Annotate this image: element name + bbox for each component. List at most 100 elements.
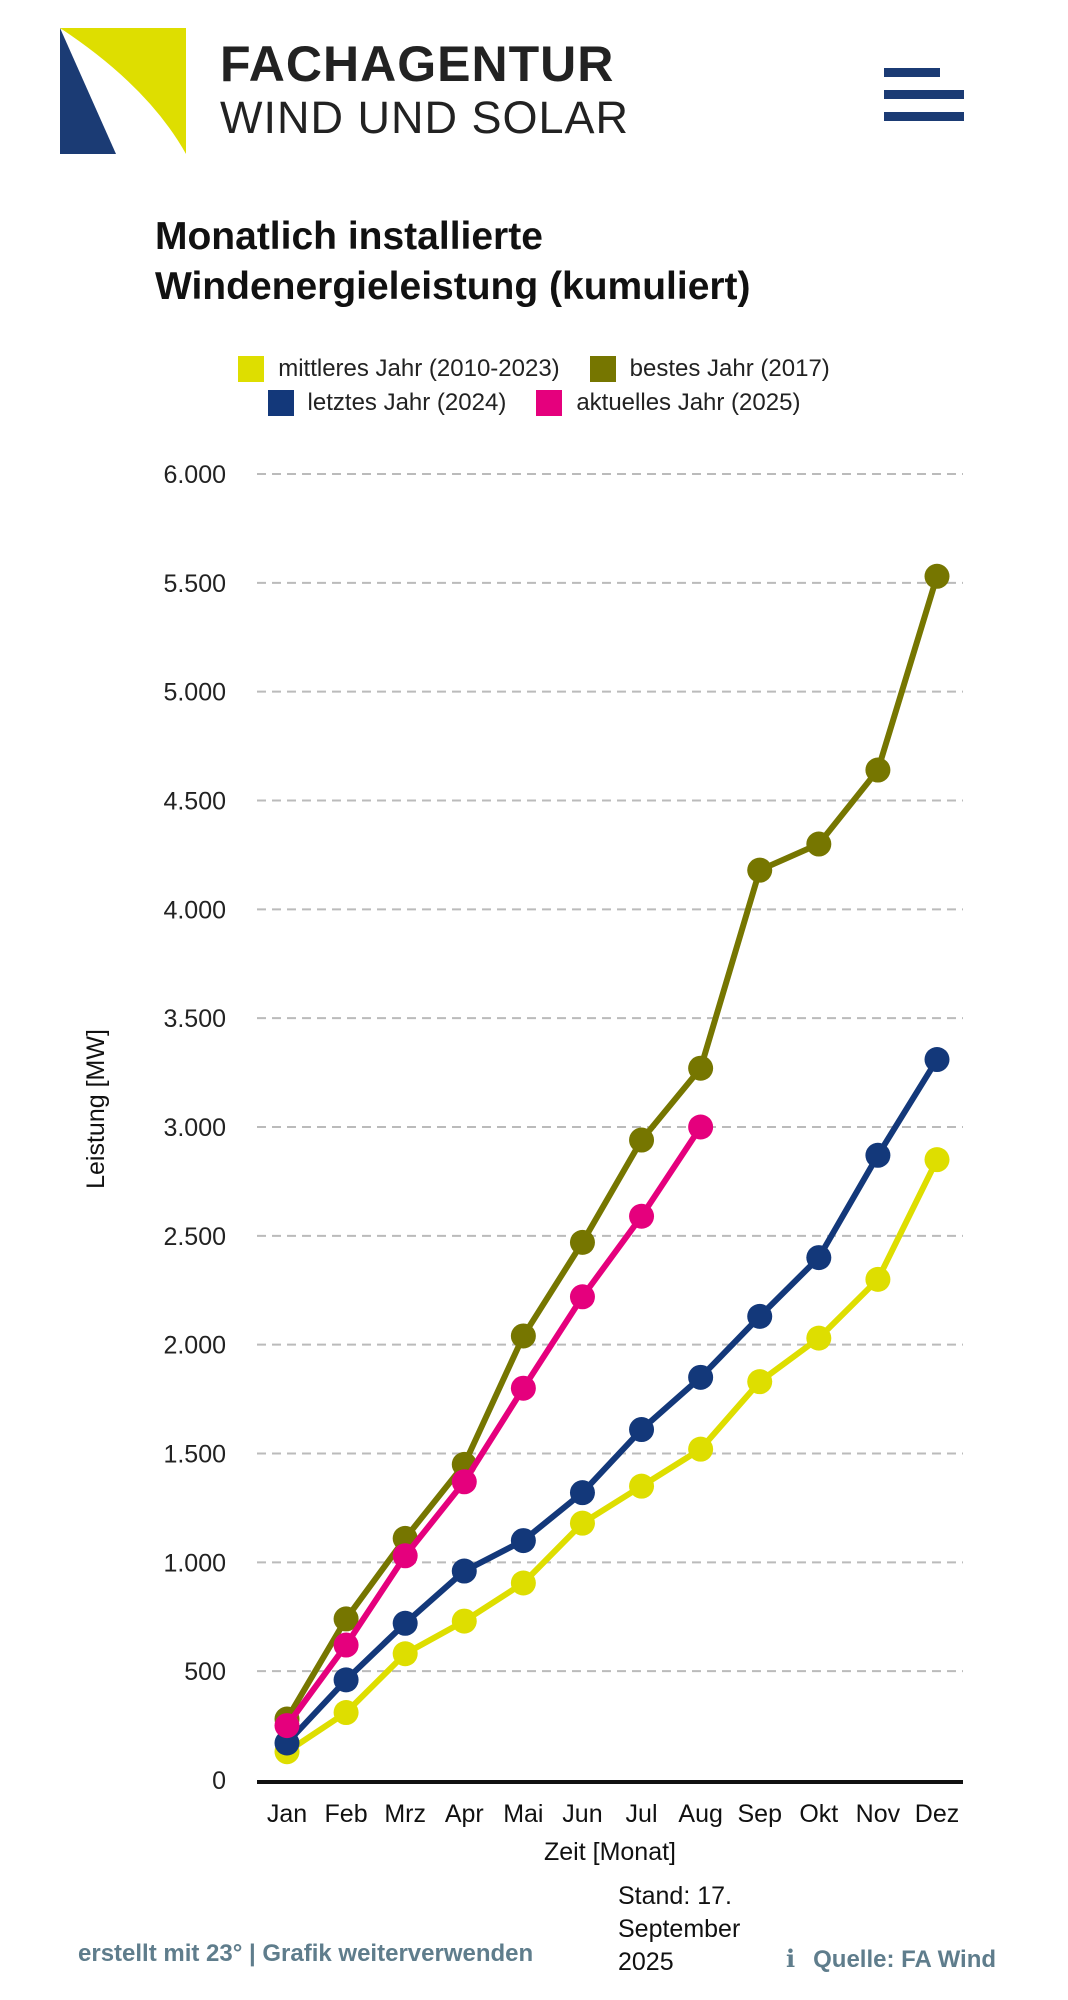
y-tick-label: 500	[184, 1658, 226, 1686]
data-point-letztes	[451, 1558, 477, 1584]
stand-line: September	[618, 1915, 741, 1943]
data-point-letztes	[569, 1480, 595, 1506]
x-tick-label: Jan	[267, 1800, 307, 1828]
y-tick-label: 2.000	[163, 1332, 226, 1360]
line-chart: 0 500 1.000 1.500 2.000 2.500 3.000 3.500 4.000 4…	[82, 461, 963, 1866]
data-point-mittleres	[510, 1570, 536, 1596]
data-point-mittleres	[333, 1700, 359, 1726]
series-line-aktuell	[284, 1125, 704, 1728]
data-point-aktuell	[510, 1375, 536, 1401]
stand-line: Stand: 17.	[618, 1882, 732, 1910]
data-point-aktuell	[274, 1713, 300, 1739]
x-tick-label: Sep	[737, 1800, 781, 1828]
data-point-mittleres	[569, 1510, 595, 1536]
legend-label: letztes Jahr (2024)	[307, 389, 507, 416]
data-point-bestes	[333, 1606, 359, 1632]
series-line-mittleres	[285, 1158, 940, 1755]
legend-item-mittleres[interactable]: mittleres Jahr (2010-2023)	[238, 355, 560, 383]
chart-title: Monatlich installierte Windenergieleistu…	[155, 212, 751, 312]
data-point-bestes	[865, 757, 891, 783]
data-point-mittleres	[451, 1608, 477, 1634]
data-point-letztes	[806, 1245, 832, 1271]
y-tick-label: 5.500	[163, 570, 226, 598]
legend-swatch	[238, 356, 265, 382]
data-point-aktuell	[451, 1469, 477, 1495]
data-point-aktuell	[688, 1114, 714, 1140]
data-point-mittleres	[806, 1325, 832, 1351]
data-point-aktuell	[569, 1284, 595, 1310]
data-point-bestes	[688, 1055, 714, 1081]
data-point-mittleres	[629, 1473, 655, 1499]
data-point-bestes	[806, 831, 832, 857]
source[interactable]: i Quelle: FA Wind	[786, 1944, 1016, 1974]
data-point-mittleres	[865, 1266, 891, 1292]
brand-line2: WIND UND SOLAR	[220, 92, 630, 143]
legend-label: bestes Jahr (2017)	[629, 355, 830, 382]
chart-title-line2: Windenergieleistung (kumuliert)	[155, 265, 751, 308]
data-point-letztes	[747, 1303, 773, 1329]
x-tick-label: Okt	[799, 1800, 838, 1828]
chart-title-line1: Monatlich installierte	[155, 215, 543, 258]
data-point-bestes	[629, 1127, 655, 1153]
x-tick-label: Mrz	[384, 1800, 426, 1828]
brand-line1: FACHAGENTUR	[220, 36, 615, 92]
y-tick-label: 1.000	[163, 1549, 226, 1577]
legend-item-bestes[interactable]: bestes Jahr (2017)	[589, 355, 830, 383]
y-tick-label: 6.000	[163, 461, 226, 489]
y-tick-label: 3.000	[163, 1114, 226, 1142]
brand-name: FACHAGENTUR WIND UND SOLAR	[220, 36, 629, 144]
x-tick-label: Jun	[562, 1800, 602, 1828]
legend: mittleres Jahr (2010-2023) bestes Jahr (…	[0, 352, 1068, 420]
x-tick-label: Dez	[915, 1800, 959, 1828]
data-point-mittleres	[747, 1369, 773, 1395]
data-point-bestes	[924, 563, 950, 589]
data-point-letztes	[629, 1417, 655, 1443]
data-point-letztes	[274, 1730, 300, 1756]
x-tick-label: Mai	[503, 1800, 543, 1828]
data-point-letztes	[865, 1142, 891, 1168]
stand-line: 2025	[618, 1948, 674, 1976]
data-point-mittleres	[924, 1147, 950, 1173]
legend-label: mittleres Jahr (2010-2023)	[278, 355, 560, 382]
legend-swatch	[536, 390, 563, 416]
legend-item-letztes[interactable]: letztes Jahr (2024)	[267, 389, 507, 417]
y-tick-label: 2.500	[163, 1223, 226, 1251]
x-axis-label: Zeit [Monat]	[544, 1838, 676, 1866]
data-point-letztes	[510, 1528, 536, 1554]
data-point-aktuell	[333, 1632, 359, 1658]
legend-label: aktuelles Jahr (2025)	[576, 389, 801, 416]
series-line-letztes	[284, 1057, 940, 1746]
data-point-letztes	[392, 1610, 418, 1636]
y-tick-label: 1.500	[163, 1441, 226, 1469]
y-tick-label: 4.500	[163, 788, 226, 816]
data-point-bestes	[747, 857, 773, 883]
x-tick-label: Feb	[325, 1800, 368, 1828]
info-icon: i	[786, 1944, 796, 1973]
legend-swatch	[267, 390, 294, 416]
legend-item-aktuell[interactable]: aktuelles Jahr (2025)	[536, 389, 800, 417]
data-point-bestes	[510, 1323, 536, 1349]
data-point-letztes	[688, 1364, 714, 1390]
data-point-mittleres	[392, 1641, 418, 1667]
source-label: Quelle: FA Wind	[813, 1946, 997, 1973]
data-point-letztes	[333, 1667, 359, 1693]
y-axis-label: Leistung [MW]	[82, 1029, 110, 1189]
series-line-bestes	[284, 575, 940, 1721]
data-point-letztes	[924, 1047, 950, 1073]
x-tick-label: Nov	[856, 1800, 901, 1828]
x-tick-label: Apr	[445, 1800, 484, 1828]
hamburger-menu-icon[interactable]	[884, 68, 964, 128]
data-point-mittleres	[688, 1436, 714, 1462]
stand-date: Stand: 17. September 2025	[618, 1880, 740, 1979]
data-point-bestes	[569, 1229, 595, 1255]
y-tick-label: 5.000	[163, 679, 226, 707]
legend-swatch	[589, 356, 616, 382]
y-tick-label: 4.000	[163, 896, 226, 924]
x-tick-label: Jul	[626, 1800, 658, 1828]
y-tick-label: 3.500	[163, 1005, 226, 1033]
data-point-aktuell	[392, 1543, 418, 1569]
footer-created-with[interactable]: erstellt mit 23° | Grafik weiterverwende…	[78, 1940, 534, 1967]
x-tick-label: Aug	[678, 1800, 722, 1828]
logo	[58, 26, 188, 154]
data-point-aktuell	[629, 1203, 655, 1229]
